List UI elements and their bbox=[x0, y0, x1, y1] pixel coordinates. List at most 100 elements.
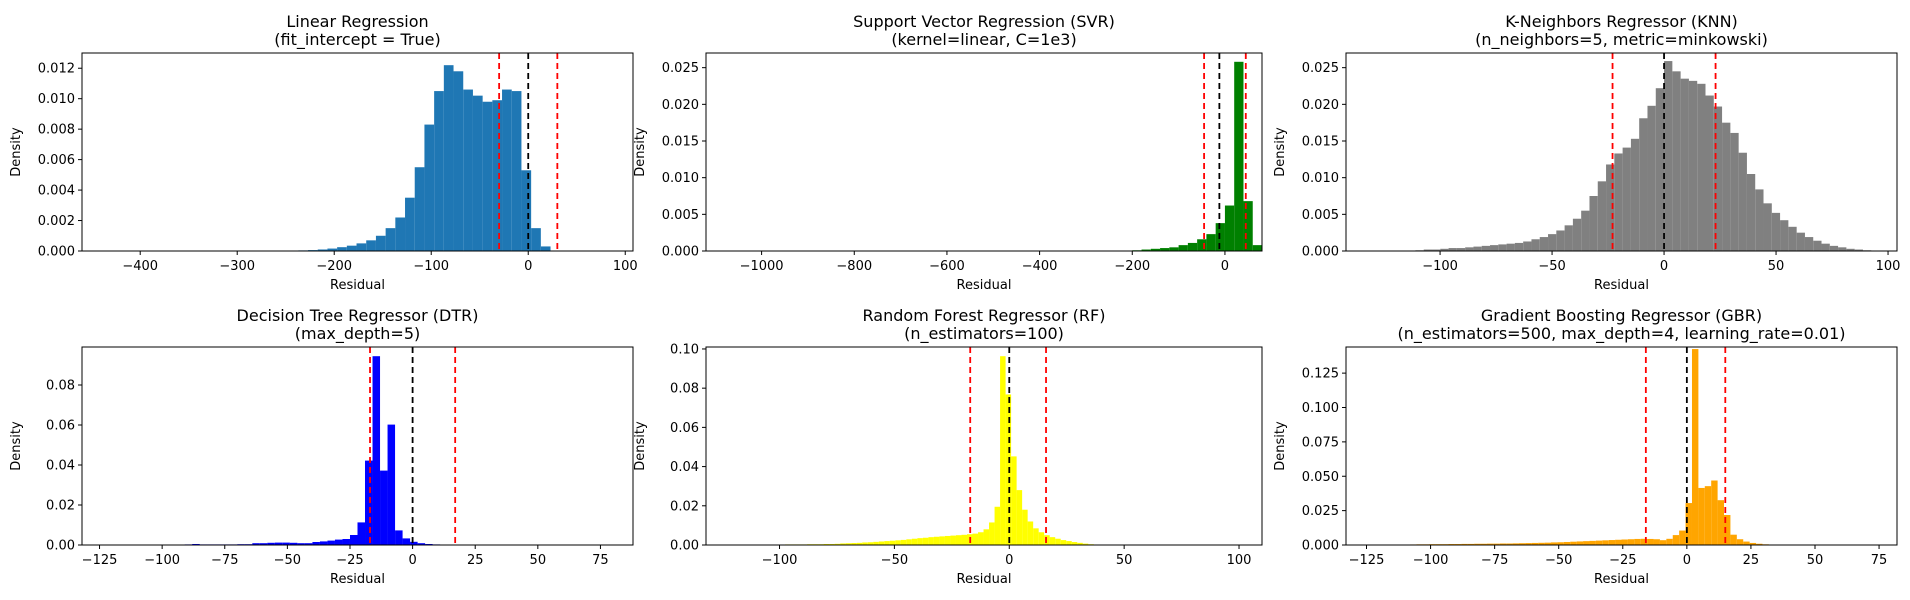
histogram-bar bbox=[1655, 88, 1665, 251]
histogram-bar bbox=[540, 246, 551, 251]
x-tick-label: 0 bbox=[524, 259, 532, 274]
histogram-bar bbox=[1518, 543, 1526, 545]
histogram-bar bbox=[1033, 528, 1039, 545]
x-tick-label: 25 bbox=[467, 553, 484, 568]
histogram-bar bbox=[1044, 535, 1050, 545]
histogram-bar bbox=[1597, 181, 1607, 251]
histogram-bar bbox=[1647, 538, 1654, 545]
histogram-bar bbox=[1854, 249, 1863, 251]
chart-panel: −400 −300 −200 −100 0 100 0.000 0.002 0.004 0.006… bbox=[9, 12, 638, 293]
histogram-bar bbox=[1672, 71, 1681, 251]
y-axis-label: Density bbox=[9, 421, 24, 471]
histogram-bar bbox=[1838, 247, 1847, 251]
histogram-bar bbox=[1474, 543, 1481, 545]
histogram-bar bbox=[327, 540, 335, 545]
histogram-bar bbox=[1570, 541, 1577, 545]
y-tick-label: 0.012 bbox=[38, 62, 75, 77]
histogram-bar bbox=[878, 541, 885, 545]
histogram-bar bbox=[1055, 538, 1061, 545]
y-tick-label: 0.100 bbox=[1302, 401, 1339, 416]
histogram-bar bbox=[1746, 174, 1756, 251]
y-tick-label: 0.006 bbox=[38, 153, 75, 168]
histogram-bar bbox=[405, 197, 415, 251]
histogram-bar bbox=[1150, 248, 1161, 251]
histogram-bar bbox=[1846, 248, 1855, 251]
histogram-bar bbox=[1653, 539, 1660, 545]
histogram-bar bbox=[267, 542, 275, 545]
y-tick-label: 0.02 bbox=[46, 499, 75, 514]
histogram-bar bbox=[424, 124, 435, 251]
histogram-bar bbox=[1804, 237, 1814, 251]
histogram-bar bbox=[1685, 503, 1692, 545]
y-tick-label: 0.002 bbox=[38, 214, 75, 229]
histogram-bar bbox=[1780, 220, 1789, 251]
histogram-bar bbox=[274, 542, 283, 545]
chart-subtitle: (n_neighbors=5, metric=minkowski) bbox=[1475, 30, 1768, 50]
histogram-bar bbox=[1572, 218, 1582, 251]
histogram-bar bbox=[1595, 540, 1603, 545]
histogram-bar bbox=[873, 541, 879, 545]
y-axis-label: Density bbox=[9, 127, 24, 177]
histogram-bar bbox=[334, 539, 343, 545]
histogram-bar bbox=[1551, 542, 1558, 545]
histogram-bar bbox=[933, 536, 940, 545]
histogram-bar bbox=[972, 533, 979, 545]
histogram-bar bbox=[1581, 210, 1590, 251]
chart-panel: −125 −100 −75 −50 −25 0 25 50 75 0.000 0.025 0.050 0… bbox=[1273, 306, 1898, 587]
histogram-bar bbox=[1691, 349, 1699, 545]
histogram-bar bbox=[372, 356, 381, 545]
histogram-bar bbox=[387, 424, 396, 545]
chart-subtitle: (n_estimators=500, max_depth=4, learning… bbox=[1398, 324, 1846, 344]
y-tick-label: 0.000 bbox=[1302, 245, 1339, 260]
histogram-bar bbox=[1563, 541, 1571, 545]
histogram-bar bbox=[414, 167, 425, 251]
y-tick-label: 0.08 bbox=[46, 379, 75, 394]
histogram-bar bbox=[1252, 245, 1262, 251]
x-axis-label: Residual bbox=[330, 278, 385, 293]
histogram-bar bbox=[417, 543, 426, 545]
histogram-bar bbox=[259, 543, 268, 545]
histogram-bar bbox=[521, 170, 532, 251]
histogram-bar bbox=[867, 542, 874, 545]
histogram-bar bbox=[1169, 247, 1179, 251]
histogram-bar bbox=[989, 522, 995, 545]
histogram-bar bbox=[895, 540, 901, 545]
histogram-bar bbox=[862, 542, 868, 545]
x-tick-label: −1000 bbox=[740, 259, 784, 274]
chart-subtitle: (fit_intercept = True) bbox=[274, 30, 440, 50]
histogram-bar bbox=[1531, 239, 1540, 251]
histogram-bar bbox=[1423, 249, 1433, 251]
histogram-bar bbox=[319, 541, 328, 545]
histogram-bar bbox=[366, 240, 376, 251]
histogram-bar bbox=[252, 543, 260, 545]
histogram-bar bbox=[1077, 542, 1083, 545]
histogram-bar bbox=[1717, 500, 1725, 545]
histogram-bar bbox=[1711, 480, 1718, 545]
histogram-bar bbox=[1672, 535, 1680, 545]
y-tick-label: 0.050 bbox=[1302, 470, 1339, 485]
histogram-bar bbox=[1480, 543, 1487, 545]
histogram-bar bbox=[1589, 540, 1596, 546]
histogram-bar bbox=[1539, 237, 1549, 251]
histogram-bar bbox=[327, 248, 338, 251]
x-tick-label: −600 bbox=[929, 259, 965, 274]
histogram-bar bbox=[1666, 538, 1673, 545]
histogram-bar bbox=[840, 543, 846, 545]
histogram-bar bbox=[492, 100, 503, 251]
x-tick-label: −200 bbox=[316, 259, 352, 274]
histogram-bar bbox=[1634, 538, 1641, 545]
y-tick-label: 0.075 bbox=[1302, 435, 1339, 450]
y-tick-label: 0.06 bbox=[46, 419, 75, 434]
histogram-bar bbox=[1630, 138, 1640, 251]
x-axis-label: Residual bbox=[330, 572, 385, 587]
histogram-bar bbox=[1082, 543, 1089, 545]
histogram-bar bbox=[1796, 232, 1805, 251]
y-tick-label: 0.00 bbox=[670, 539, 699, 554]
histogram-bar bbox=[1548, 234, 1557, 251]
histogram-bar bbox=[1680, 78, 1689, 251]
histogram-bar bbox=[511, 91, 522, 251]
histogram-bar bbox=[304, 543, 313, 545]
y-tick-label: 0.00 bbox=[46, 539, 75, 554]
histogram-bar bbox=[1066, 541, 1072, 545]
y-axis-label: Density bbox=[1273, 127, 1288, 177]
